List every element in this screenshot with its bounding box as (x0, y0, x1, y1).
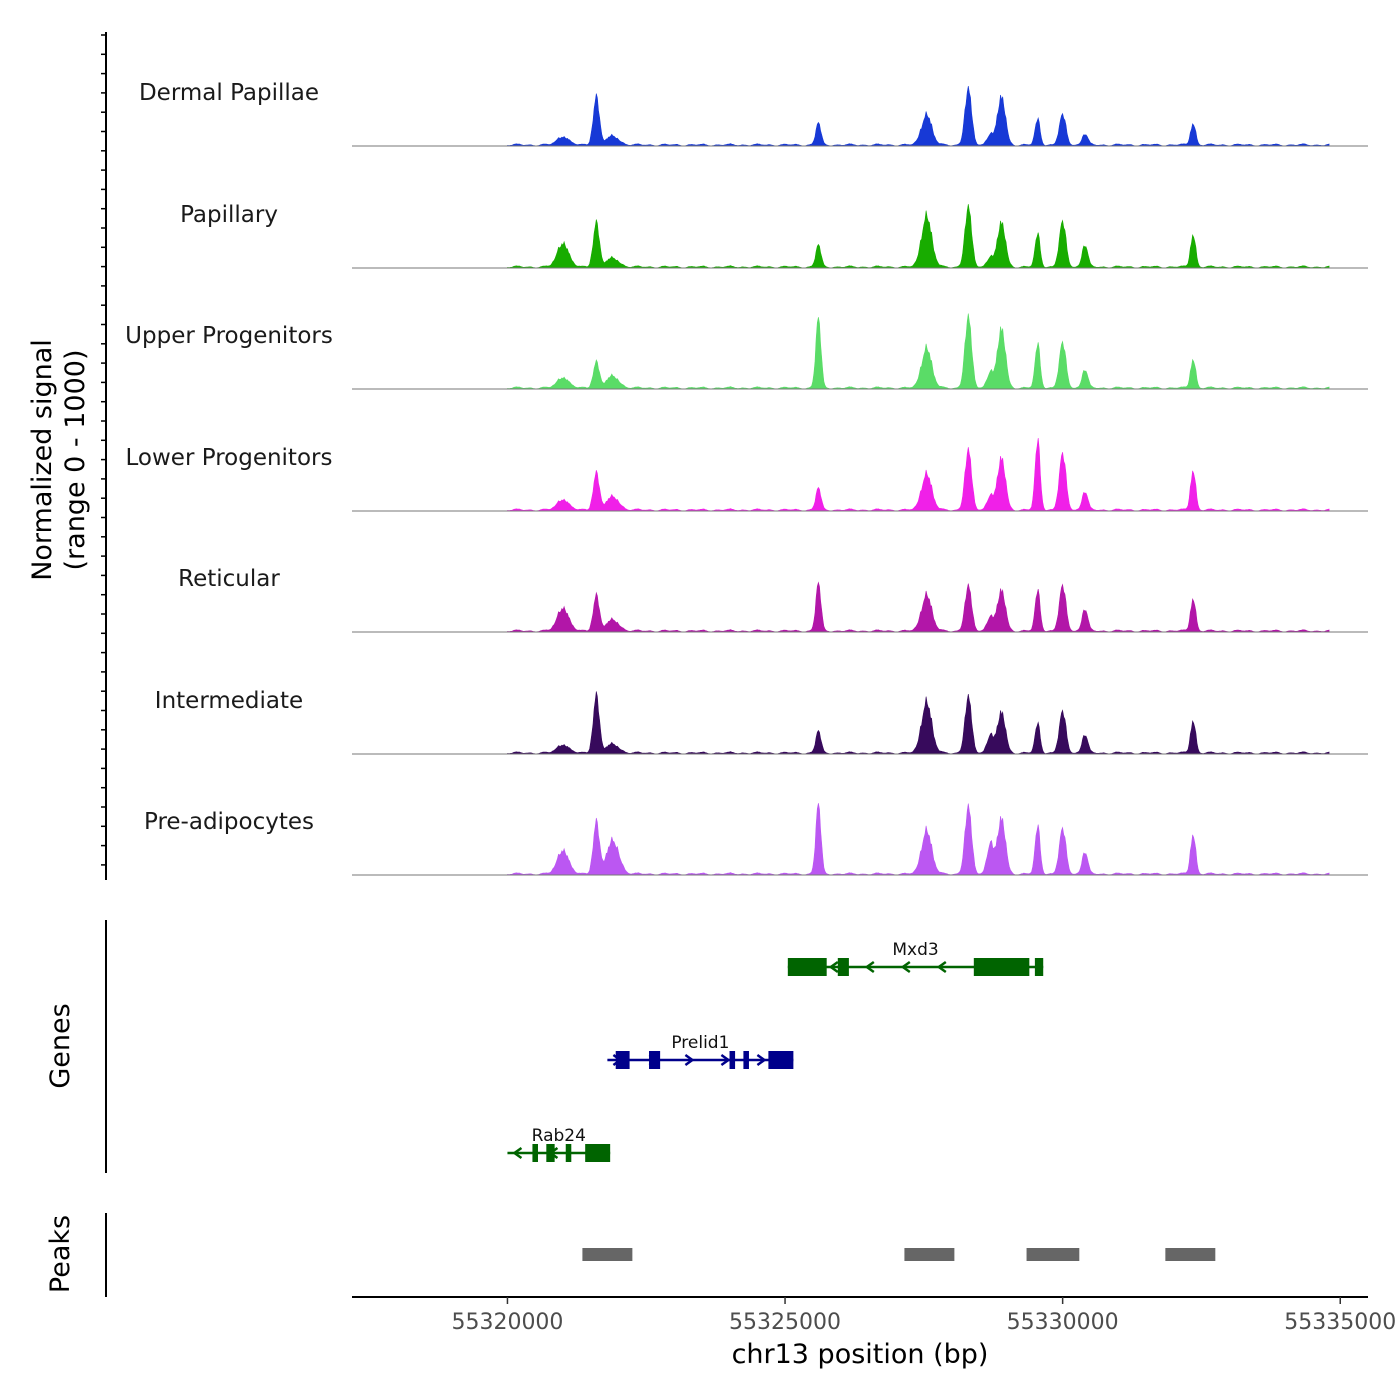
strand-arrow (512, 1146, 523, 1160)
strand-arrow (720, 1053, 731, 1067)
peak-track (105, 1213, 1216, 1297)
gene-exon (649, 1051, 661, 1069)
gene-exon (729, 1051, 736, 1069)
signal-track-dermal-papillae: Dermal Papillae (139, 80, 1368, 147)
gene-exon (787, 958, 827, 976)
signal-area (507, 86, 1330, 147)
signal-area (507, 204, 1330, 269)
y-axis-title-line1: Normalized signal (27, 339, 58, 581)
signal-tracks: Dermal Papillae Papillary Upper Progenitor… (101, 32, 1368, 880)
gene-exon (585, 1144, 611, 1162)
peak-region (1165, 1248, 1216, 1261)
strand-arrow (900, 960, 911, 974)
strand-arrow (684, 1053, 695, 1067)
signal-track-intermediate: Intermediate (155, 688, 1368, 755)
x-tick-label: 55330000 (1007, 1310, 1119, 1335)
signal-track-reticular: Reticular (178, 566, 1368, 633)
x-axis-title: chr13 position (bp) (732, 1339, 989, 1370)
strand-arrow (936, 960, 947, 974)
track-label: Intermediate (155, 688, 303, 714)
gene-label: Mxd3 (892, 940, 938, 960)
signal-area (507, 313, 1330, 390)
track-label: Lower Progenitors (126, 445, 333, 471)
peak-region (1026, 1248, 1080, 1261)
signal-area (507, 581, 1330, 633)
track-label: Pre-adipocytes (144, 809, 314, 835)
track-label: Papillary (180, 202, 278, 228)
signal-track-papillary: Papillary (180, 202, 1368, 269)
gene-exon (532, 1144, 538, 1162)
gene-track: Mxd3 Prelid1 Rab24 (105, 920, 1044, 1173)
gene-exon (615, 1051, 630, 1069)
gene-exon (973, 958, 1030, 976)
y-axis-title-line2: (range 0 - 1000) (60, 350, 91, 571)
signal-track-upper-progenitors: Upper Progenitors (125, 313, 1368, 390)
track-label: Reticular (178, 566, 280, 592)
signal-track-pre-adipocytes: Pre-adipocytes (144, 803, 1368, 876)
gene-exon (743, 1051, 749, 1069)
genes-axis-title: Genes (45, 1003, 76, 1088)
gene-mxd3: Mxd3 (787, 940, 1044, 976)
x-axis: 55320000 55325000 55330000 55335000 (352, 1296, 1396, 1335)
signal-area (507, 437, 1330, 512)
x-tick-label: 55320000 (451, 1310, 563, 1335)
gene-label: Rab24 (532, 1126, 586, 1146)
gene-exon (546, 1144, 555, 1162)
gene-exon (565, 1144, 572, 1162)
x-tick-label: 55335000 (1284, 1310, 1396, 1335)
strand-arrow (828, 960, 839, 974)
strand-arrow (864, 960, 875, 974)
signal-area (507, 803, 1330, 876)
gene-exon (768, 1051, 794, 1069)
gene-exon (1034, 958, 1044, 976)
x-tick-label: 55325000 (729, 1310, 841, 1335)
gene-exon (837, 958, 849, 976)
signal-area (507, 691, 1330, 755)
peaks-axis-title: Peaks (45, 1215, 76, 1293)
peak-region (582, 1248, 633, 1261)
signal-track-lower-progenitors: Lower Progenitors (126, 437, 1368, 512)
gene-prelid1: Prelid1 (607, 1033, 794, 1069)
gene-rab24: Rab24 (507, 1126, 611, 1162)
peak-region (904, 1248, 955, 1261)
track-label: Upper Progenitors (125, 323, 333, 349)
gene-label: Prelid1 (671, 1033, 729, 1053)
track-label: Dermal Papillae (139, 80, 319, 106)
strand-arrow (756, 1053, 767, 1067)
